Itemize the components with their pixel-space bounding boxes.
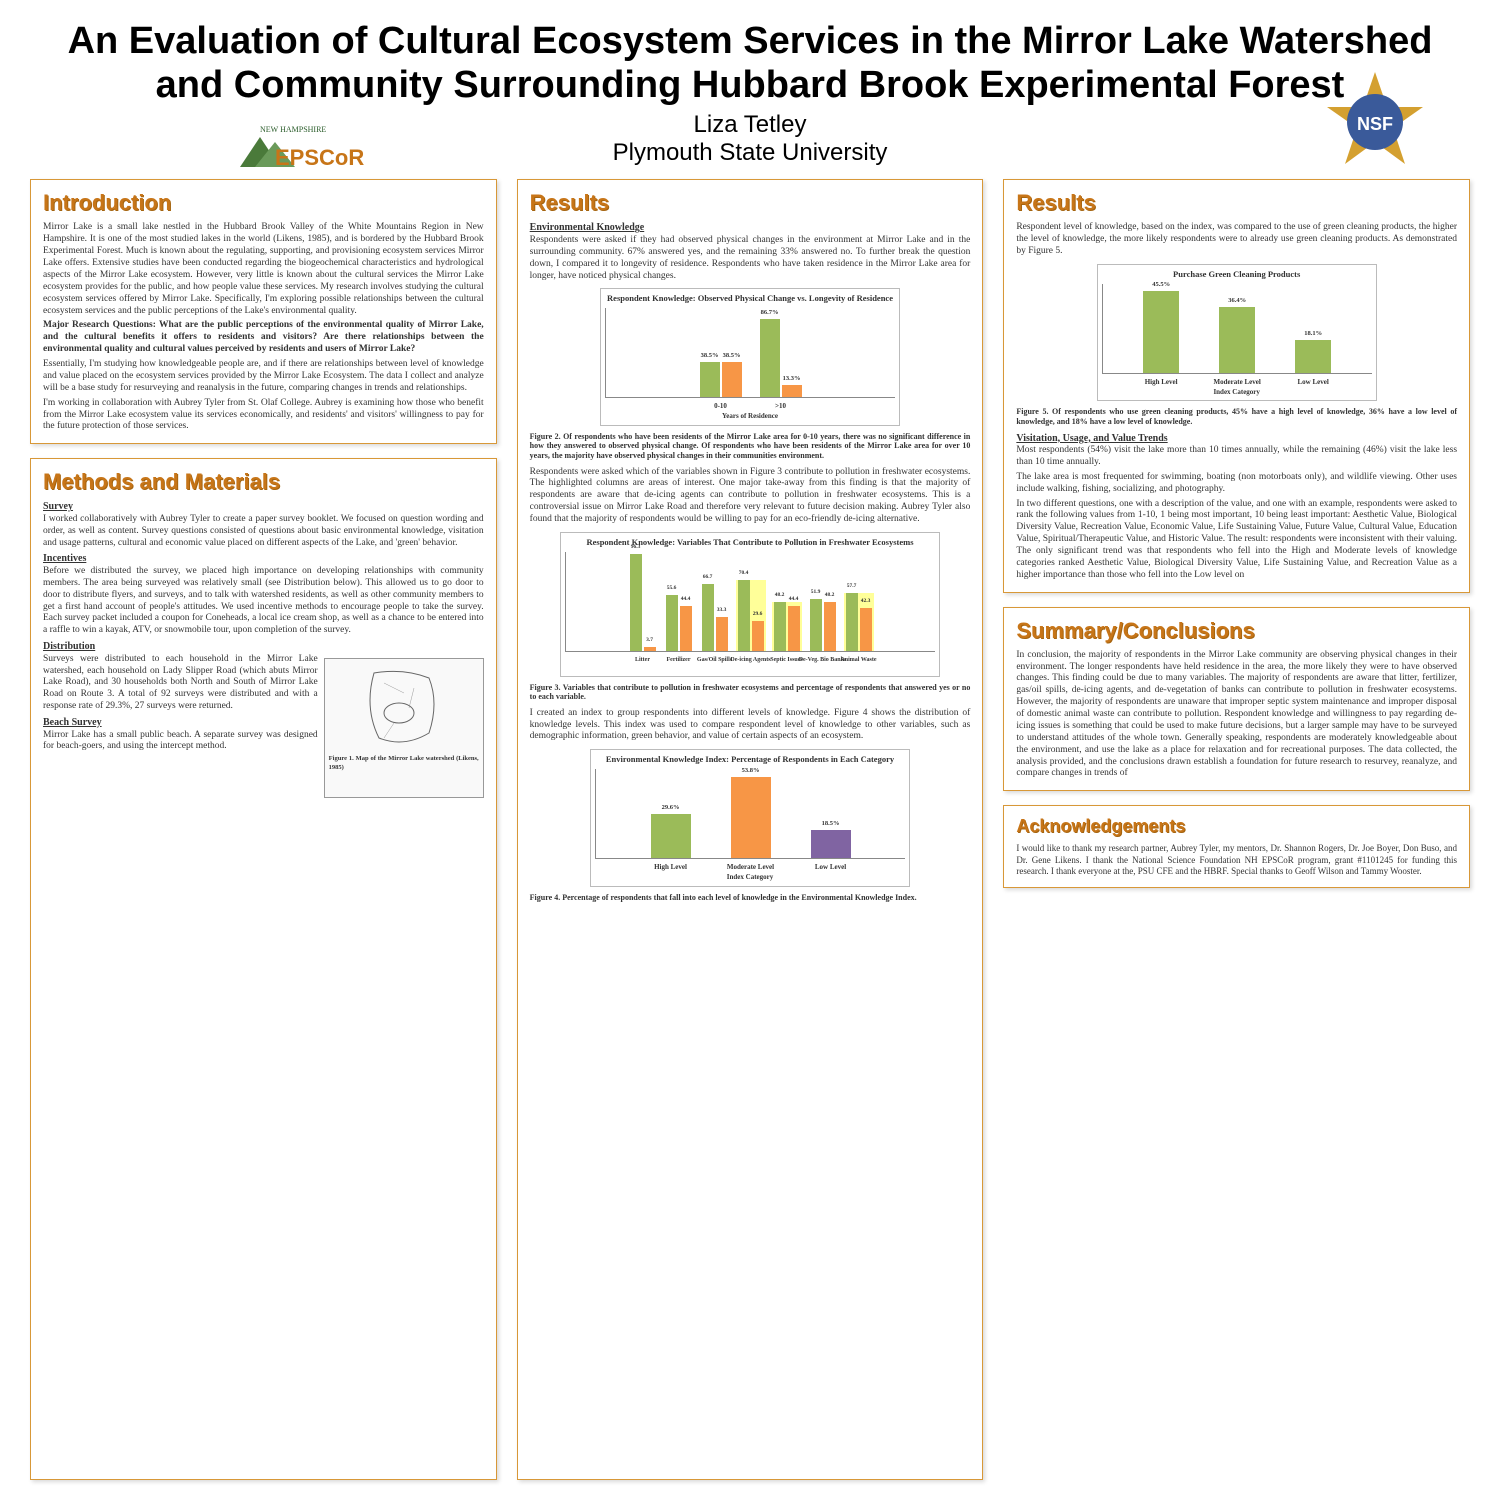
- results2-body: Respondent level of knowledge, based on …: [1016, 222, 1457, 581]
- svg-text:EPSCoR: EPSCoR: [275, 145, 364, 170]
- column-right: Results Respondent level of knowledge, b…: [1003, 179, 1470, 1480]
- nsf-logo: NSF: [1320, 67, 1430, 177]
- ack-title: Acknowledgements: [1016, 816, 1457, 837]
- intro-body: Mirror Lake is a small lake nestled in t…: [43, 222, 484, 433]
- figure-3-chart: Respondent Knowledge: Variables That Con…: [560, 532, 940, 677]
- epscor-logo: NEW HAMPSHIRE EPSCoR: [230, 117, 370, 177]
- header: An Evaluation of Cultural Ecosystem Serv…: [30, 20, 1470, 167]
- watershed-map: Figure 1. Map of the Mirror Lake watersh…: [324, 658, 484, 798]
- poster-title: An Evaluation of Cultural Ecosystem Serv…: [30, 20, 1470, 107]
- ack-panel: Acknowledgements I would like to thank m…: [1003, 805, 1470, 888]
- svg-text:NEW HAMPSHIRE: NEW HAMPSHIRE: [260, 125, 326, 134]
- figure-4-chart: Environmental Knowledge Index: Percentag…: [590, 749, 910, 886]
- svg-text:NSF: NSF: [1357, 114, 1393, 134]
- ack-body: I would like to thank my research partne…: [1016, 843, 1457, 877]
- summary-panel: Summary/Conclusions In conclusion, the m…: [1003, 607, 1470, 792]
- column-left: Introduction Mirror Lake is a small lake…: [30, 179, 497, 1480]
- figure-2-chart: Respondent Knowledge: Observed Physical …: [600, 288, 900, 425]
- results1-panel: Results Environmental Knowledge Responde…: [517, 179, 984, 1480]
- results1-body: Environmental Knowledge Respondents were…: [530, 222, 971, 902]
- methods-title: Methods and Materials: [43, 469, 484, 495]
- figure-5-chart: Purchase Green Cleaning Products 45.5%Hi…: [1097, 264, 1377, 401]
- summary-title: Summary/Conclusions: [1016, 618, 1457, 644]
- intro-panel: Introduction Mirror Lake is a small lake…: [30, 179, 497, 444]
- results2-title: Results: [1016, 190, 1457, 216]
- summary-body: In conclusion, the majority of responden…: [1016, 650, 1457, 781]
- poster: An Evaluation of Cultural Ecosystem Serv…: [0, 0, 1500, 1500]
- methods-panel: Methods and Materials Survey I worked co…: [30, 458, 497, 1480]
- methods-body: Survey I worked collaboratively with Aub…: [43, 501, 484, 801]
- column-middle: Results Environmental Knowledge Responde…: [517, 179, 984, 1480]
- columns: Introduction Mirror Lake is a small lake…: [30, 179, 1470, 1480]
- results1-title: Results: [530, 190, 971, 216]
- intro-title: Introduction: [43, 190, 484, 216]
- results2-panel: Results Respondent level of knowledge, b…: [1003, 179, 1470, 592]
